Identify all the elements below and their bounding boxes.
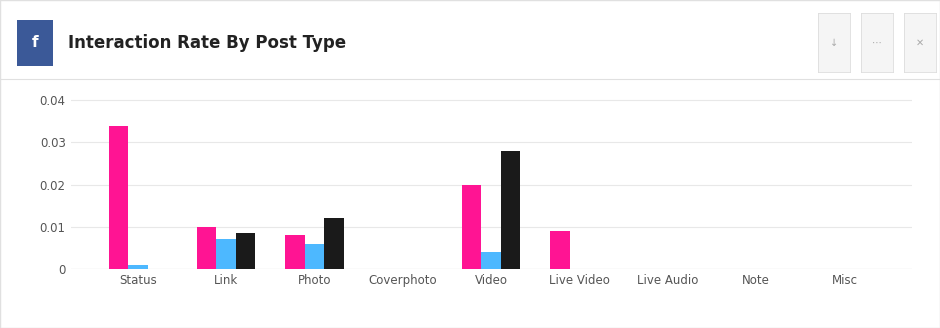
Bar — [550, 231, 570, 269]
Bar — [109, 126, 128, 269]
Bar — [324, 218, 344, 269]
Bar — [481, 252, 501, 269]
Bar — [286, 235, 305, 269]
Bar — [216, 239, 236, 269]
Bar — [236, 233, 256, 269]
Text: ⋯: ⋯ — [872, 38, 882, 48]
Bar — [197, 227, 216, 269]
Text: f: f — [31, 35, 39, 50]
Text: ✕: ✕ — [916, 38, 924, 48]
Bar — [305, 244, 324, 269]
Bar — [501, 151, 521, 269]
Bar — [128, 265, 148, 269]
Legend: T-Mobile, AT&T, Verizon: T-Mobile, AT&T, Verizon — [378, 325, 604, 328]
Bar — [462, 185, 481, 269]
Text: Interaction Rate By Post Type: Interaction Rate By Post Type — [68, 34, 346, 52]
Text: ↓: ↓ — [830, 38, 838, 48]
